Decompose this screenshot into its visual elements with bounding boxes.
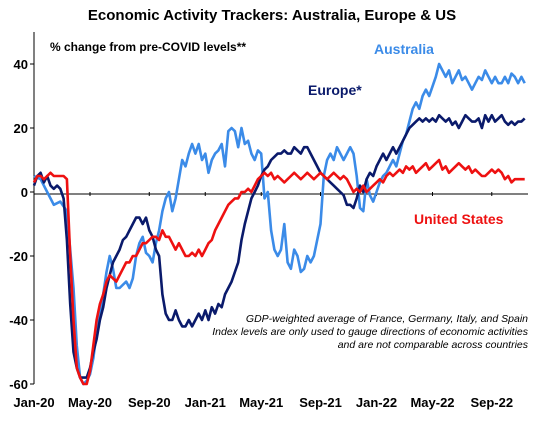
x-tick-label-8: Sep-22 bbox=[470, 395, 513, 410]
x-tick-label-1: May-20 bbox=[68, 395, 112, 410]
footnote-line-2: Index levels are only used to gauge dire… bbox=[212, 326, 529, 338]
y-tick-label-0: -60 bbox=[9, 377, 28, 392]
x-tick-label-0: Jan-20 bbox=[13, 395, 54, 410]
series-line-united-states bbox=[32, 158, 525, 386]
x-tick-group: Jan-20 May-20 Sep-20 Jan-21 May-21 Sep-21 Jan-… bbox=[13, 192, 513, 410]
series-label-united-states: United States bbox=[414, 211, 504, 227]
series-label-europe: Europe* bbox=[308, 82, 362, 98]
y-tick-label-1: -40 bbox=[9, 313, 28, 328]
footnote-line-3: and are not comparable across countries bbox=[338, 339, 529, 351]
y-tick-label-3: 0 bbox=[21, 185, 28, 200]
x-tick-label-4: May-21 bbox=[239, 395, 283, 410]
y-tick-group: -60 -40 -20 0 20 40 bbox=[9, 57, 34, 392]
x-tick-label-7: May-22 bbox=[410, 395, 454, 410]
y-tick-label-2: -20 bbox=[9, 249, 28, 264]
series-lines bbox=[32, 62, 526, 386]
x-tick-label-3: Jan-21 bbox=[185, 395, 226, 410]
x-tick-label-6: Jan-22 bbox=[356, 395, 397, 410]
chart-subtitle: % change from pre-COVID levels** bbox=[50, 40, 246, 54]
chart-axes bbox=[33, 32, 528, 384]
series-line-europe bbox=[32, 113, 526, 379]
y-tick-label-4: 20 bbox=[14, 121, 28, 136]
y-tick-label-5: 40 bbox=[14, 57, 28, 72]
x-tick-label-5: Sep-21 bbox=[299, 395, 342, 410]
series-label-australia: Australia bbox=[374, 41, 434, 57]
chart-title: Economic Activity Trackers: Australia, E… bbox=[88, 7, 456, 24]
x-tick-label-2: Sep-20 bbox=[128, 395, 171, 410]
footnote-line-1: GDP-weighted average of France, Germany,… bbox=[246, 313, 528, 325]
series-line-australia bbox=[33, 62, 526, 386]
